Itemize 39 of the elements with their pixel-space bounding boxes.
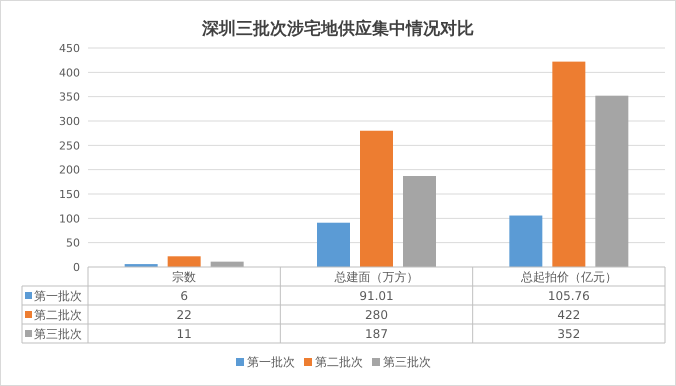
chart-title: 深圳三批次涉宅地供应集中情况对比: [201, 19, 474, 39]
x-tick-label: 宗数: [172, 270, 196, 284]
y-tick-label: 100: [59, 212, 80, 226]
y-tick-label: 450: [59, 42, 80, 55]
y-tick-label: 300: [59, 115, 80, 128]
text: 第二批次: [34, 308, 82, 322]
data-label: 280: [365, 308, 388, 322]
y-tick-label: 200: [59, 164, 80, 177]
bar: [168, 256, 201, 267]
y-tick-label: 50: [66, 236, 80, 250]
bar: [360, 130, 393, 267]
y-tick-label: 350: [59, 90, 80, 104]
legend-item: 第二批次: [304, 355, 363, 369]
legend-item: 第一批次: [236, 355, 295, 369]
bar: [509, 216, 542, 267]
bar: [210, 262, 244, 267]
data-label: 91.01: [359, 289, 394, 303]
data-label: 6: [180, 289, 188, 303]
x-tick-label: 总建面（万方）: [334, 270, 418, 284]
bar: [403, 176, 436, 267]
x-tick-label: 总起拍价（亿元）: [520, 270, 617, 284]
legend-label: 第二批次: [315, 355, 363, 369]
legend-label: 第一批次: [34, 289, 82, 303]
bar: [317, 222, 350, 267]
bar: [595, 96, 628, 267]
data-label: 352: [557, 327, 580, 341]
y-tick-label: 250: [59, 139, 80, 152]
legend-item: 第三批次: [372, 355, 431, 369]
data-label: 11: [176, 327, 192, 341]
data-label: 187: [365, 327, 388, 341]
legend-label: 第三批次: [383, 355, 431, 369]
bar: [552, 62, 586, 267]
y-tick-label: 0: [73, 261, 80, 274]
y-tick-label: 150: [59, 188, 80, 201]
y-tick-label: 400: [59, 66, 80, 80]
data-label: 22: [176, 308, 192, 322]
text: 第三批次: [34, 327, 82, 341]
data-label: 105.76: [548, 289, 590, 303]
data-label: 422: [557, 308, 580, 322]
